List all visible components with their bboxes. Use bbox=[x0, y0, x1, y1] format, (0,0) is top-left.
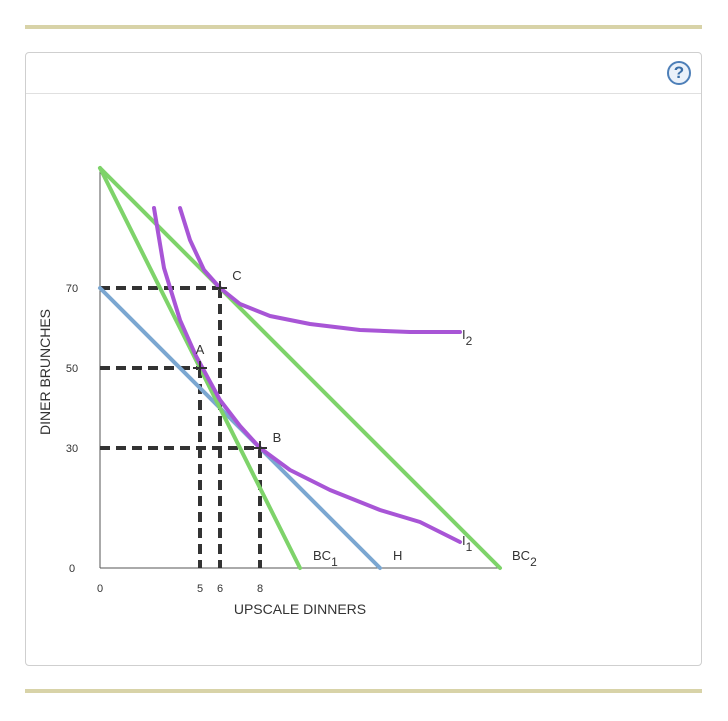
x-tick-label: 0 bbox=[97, 583, 103, 595]
x-tick-label: 5 bbox=[197, 583, 203, 595]
y-tick-label: 0 bbox=[69, 563, 75, 575]
x-tick-label: 8 bbox=[257, 583, 263, 595]
point-a-marker[interactable] bbox=[193, 361, 207, 375]
point-label-b: B bbox=[273, 430, 282, 445]
point-c-marker[interactable] bbox=[213, 281, 227, 295]
series-label-i1: I1 bbox=[462, 533, 473, 554]
series-label-h: H bbox=[393, 548, 402, 563]
series-i1-line bbox=[152, 206, 462, 544]
series-label-bc1: BC1 bbox=[313, 548, 338, 569]
graph-panel: ? bbox=[25, 52, 702, 666]
series-bc2-line bbox=[98, 166, 502, 570]
series-label-i2: I2 bbox=[462, 327, 473, 348]
y-tick-label: 50 bbox=[66, 363, 78, 375]
series-i2-line bbox=[178, 206, 462, 334]
y-tick-label: 30 bbox=[66, 443, 78, 455]
y-axis-label: DINER BRUNCHES bbox=[37, 309, 53, 435]
bottom-divider bbox=[25, 689, 702, 693]
help-icon[interactable]: ? bbox=[667, 61, 691, 85]
series-label-bc2: BC2 bbox=[512, 548, 537, 569]
y-tick-label: 70 bbox=[66, 283, 78, 295]
point-label-a: A bbox=[196, 342, 205, 357]
top-divider bbox=[25, 25, 702, 29]
x-tick-label: 6 bbox=[217, 583, 223, 595]
point-b-marker[interactable] bbox=[253, 441, 267, 455]
point-label-c: C bbox=[232, 268, 241, 283]
panel-header: ? bbox=[26, 53, 701, 94]
x-axis-label: UPSCALE DINNERS bbox=[234, 601, 366, 617]
